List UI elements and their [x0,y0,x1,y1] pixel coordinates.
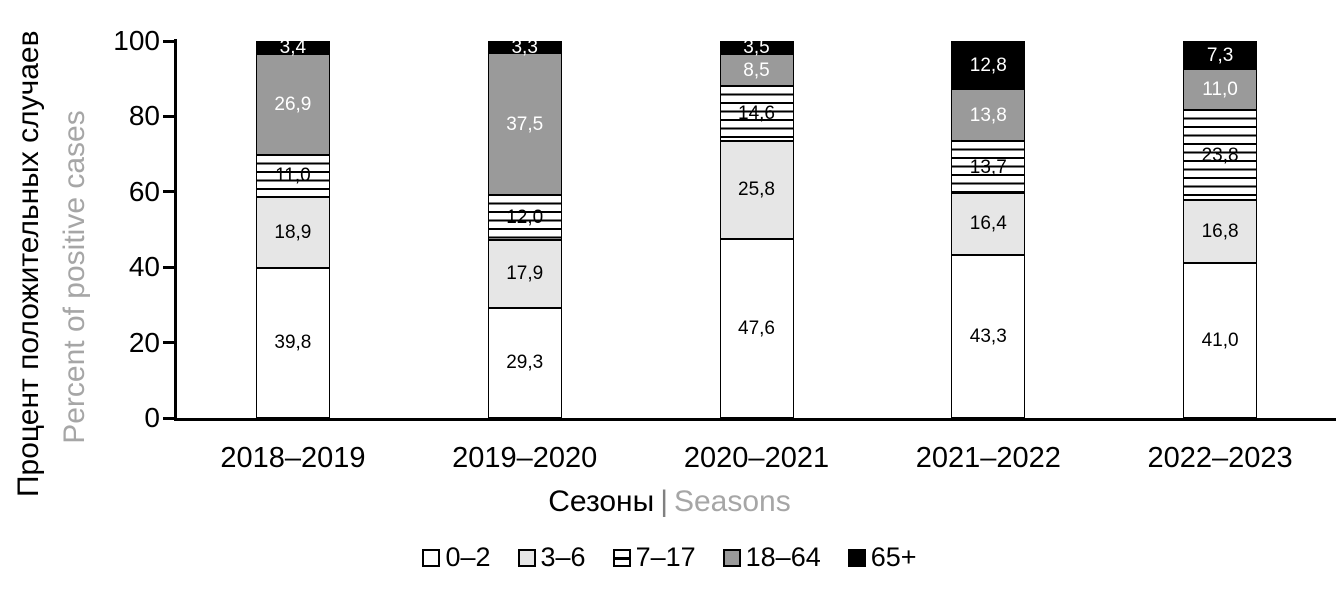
x-category-label: 2022–2023 [1147,442,1293,474]
y-tick-mark [163,265,174,269]
segment-0–2: 47,6 [719,238,794,418]
y-tick-label: 80 [128,100,160,132]
segment-value-label: 8,5 [743,59,770,81]
segment-value-label: 37,5 [506,113,544,135]
x-axis-line [174,418,1336,421]
y-tick-mark [163,341,174,345]
segment-value-label: 3,5 [743,37,770,59]
y-axis-title-ru: Процент положительных случаев [12,30,45,497]
segment-value-label: 43,3 [969,325,1007,347]
segment-18–64: 37,5 [487,53,562,195]
y-tick-label: 0 [144,402,160,433]
segment-value-label: 39,8 [274,332,312,354]
segment-value-label: 41,0 [1201,330,1239,352]
plot-area: 39,8 18,9 11,0 26,9 3,4 29,3 17,9 12,0 37,5 3,3 47… [177,36,1336,418]
y-tick-mark [163,39,174,43]
segment-7–17: 13,7 [951,141,1026,193]
y-tick-label: 100 [113,25,160,56]
segment-value-label: 26,9 [274,94,312,116]
segment-65+: 12,8 [951,41,1026,90]
segment-value-label: 16,8 [1201,221,1239,243]
segment-value-label: 18,9 [274,221,312,243]
segment-65+: 7,3 [1183,41,1258,69]
segment-3–6: 25,8 [719,141,794,239]
segment-7–17: 23,8 [1183,110,1258,201]
segment-value-label: 14,6 [738,103,775,125]
legend-swatch-icon [612,548,631,567]
segment-value-label: 47,6 [738,317,775,339]
segment-18–64: 26,9 [255,53,330,156]
x-category-label: 2021–2022 [915,442,1061,474]
y-tick-label: 20 [128,326,160,358]
legend: 0–2 3–6 7–17 18–64 65+ [0,542,1339,573]
legend-swatch-icon [722,548,741,567]
legend-label: 0–2 [445,542,491,572]
segment-65+: 3,4 [255,36,330,58]
legend-item-3–6: 3–6 [517,542,586,573]
segment-65+: 3,3 [487,38,562,57]
segment-65+: 3,5 [719,37,794,59]
y-axis-title: Процент положительных случаев Percent of… [6,30,98,497]
legend-swatch-icon [847,548,866,567]
legend-item-18–64: 18–64 [722,542,821,573]
segment-3–6: 16,4 [951,192,1026,255]
y-tick-label: 40 [128,251,160,283]
legend-swatch-icon [517,548,536,567]
segment-value-label: 7,3 [1206,44,1234,66]
x-axis-title-en: Seasons [673,485,791,518]
segment-value-label: 12,8 [969,54,1007,76]
y-tick-mark [163,416,174,420]
segment-value-label: 3,3 [511,36,538,58]
segment-value-label: 16,4 [969,213,1007,235]
segment-7–17: 11,0 [255,155,330,197]
legend-swatch-icon [422,548,441,567]
x-category-label: 2020–2021 [683,442,830,474]
legend-item-65+: 65+ [847,542,917,573]
legend-label: 3–6 [540,542,586,572]
segment-value-label: 11,0 [275,165,311,187]
x-axis-title: Сезоны | Seasons [0,485,1339,519]
segment-7–17: 12,0 [487,194,562,241]
legend-item-7–17: 7–17 [612,542,696,573]
segment-value-label: 23,8 [1201,144,1239,166]
legend-item-0–2: 0–2 [422,542,491,573]
bar-2020-2021: 47,6 25,8 14,6 8,5 3,5 [719,37,794,418]
segment-7–17: 14,6 [719,86,794,142]
segment-0–2: 29,3 [487,307,562,418]
segment-18–64: 11,0 [1183,68,1258,111]
segment-3–6: 16,8 [1183,200,1258,264]
segment-value-label: 17,9 [506,263,544,285]
segment-3–6: 18,9 [255,196,330,268]
y-axis-line [174,39,177,421]
y-tick-mark [163,114,174,118]
bar-2022-2023: 41,0 16,8 23,8 11,0 7,3 [1183,41,1258,418]
bar-2021-2022: 43,3 16,4 13,7 13,8 12,8 [951,41,1026,418]
segment-18–64: 13,8 [951,89,1026,142]
x-category-label: 2018–2019 [220,442,366,474]
segment-18–64: 8,5 [719,54,794,87]
segment-value-label: 12,0 [506,206,544,228]
segment-0–2: 39,8 [255,267,330,418]
legend-label: 18–64 [745,542,821,572]
x-axis-title-separator: | [660,485,668,518]
segment-value-label: 11,0 [1202,79,1238,101]
segment-value-label: 13,8 [969,104,1007,126]
legend-label: 65+ [870,542,917,572]
legend-label: 7–17 [635,542,696,572]
y-tick-mark [163,190,174,194]
x-category-label: 2019–2020 [452,442,598,474]
bar-2018-2019: 39,8 18,9 11,0 26,9 3,4 [255,36,330,418]
x-axis-title-ru: Сезоны [548,485,655,518]
segment-0–2: 43,3 [951,254,1026,418]
segment-value-label: 13,7 [969,156,1007,178]
segment-value-label: 29,3 [506,352,544,374]
y-tick-label: 60 [128,175,160,207]
segment-0–2: 41,0 [1183,263,1258,418]
segment-value-label: 25,8 [738,179,775,201]
bar-2019-2020: 29,3 17,9 12,0 37,5 3,3 [487,38,562,418]
segment-3–6: 17,9 [487,240,562,308]
segment-value-label: 3,4 [279,36,307,58]
